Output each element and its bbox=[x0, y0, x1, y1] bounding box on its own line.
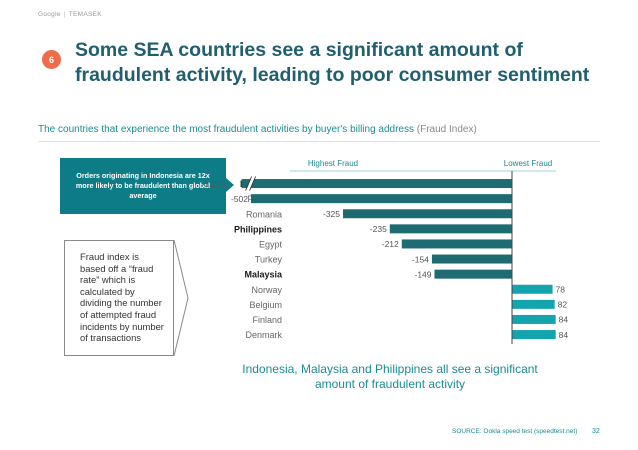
bar-belgium bbox=[512, 299, 555, 309]
chart-subtitle: The countries that experience the most f… bbox=[38, 124, 477, 135]
bar-romania bbox=[343, 209, 512, 219]
axis-break-gap bbox=[246, 175, 255, 192]
value-label: -149 bbox=[415, 269, 432, 279]
header-lowest-fraud: Lowest Fraud bbox=[504, 159, 552, 168]
value-label: 84 bbox=[559, 330, 569, 340]
note-arrow bbox=[174, 240, 189, 356]
fraud-index-note: Fraud index is based off a “fraud rate” … bbox=[64, 240, 174, 356]
bar-turkey bbox=[431, 254, 512, 264]
chart-subtitle-note: (Fraud Index) bbox=[416, 124, 477, 135]
axis-break-line bbox=[249, 176, 256, 191]
bar-finland bbox=[512, 314, 556, 324]
axis-break-line bbox=[245, 176, 252, 191]
value-label: -212 bbox=[382, 239, 399, 249]
category-label: Norway bbox=[251, 285, 282, 295]
bar-indonesia bbox=[241, 179, 512, 189]
subtitle-divider bbox=[38, 141, 600, 142]
brand-google: Google bbox=[38, 11, 61, 18]
value-label: 78 bbox=[556, 284, 566, 294]
bar-pakistan bbox=[250, 194, 512, 204]
bar-malaysia bbox=[434, 269, 512, 279]
header-highest-fraud: Highest Fraud bbox=[308, 159, 358, 168]
bar-norway bbox=[512, 284, 553, 294]
category-label: Romania bbox=[246, 209, 282, 219]
brand-temasek: TEMASEK bbox=[68, 11, 102, 18]
category-label: Belgium bbox=[249, 300, 282, 310]
value-label: -1,276 bbox=[201, 179, 225, 189]
bar-philippines bbox=[389, 224, 512, 234]
value-label: -325 bbox=[323, 209, 340, 219]
bar-denmark bbox=[512, 330, 556, 340]
category-label: Philippines bbox=[234, 224, 282, 234]
slide-title: Some SEA countries see a significant amo… bbox=[75, 39, 590, 86]
value-label: -235 bbox=[370, 224, 387, 234]
chart-subtitle-main: The countries that experience the most f… bbox=[38, 124, 414, 135]
category-label: Denmark bbox=[245, 330, 282, 340]
value-label: 82 bbox=[558, 300, 568, 310]
value-label: -154 bbox=[412, 254, 429, 264]
source-note: SOURCE: Ookla speed test (speedtest.net) bbox=[452, 428, 578, 435]
bar-egypt bbox=[401, 239, 512, 249]
brand-separator: | bbox=[63, 11, 66, 18]
slide-number-badge: 6 bbox=[42, 50, 61, 69]
callout-arrow bbox=[226, 178, 234, 192]
category-label: Turkey bbox=[255, 255, 283, 265]
brand-logo: Google | TEMASEK bbox=[38, 11, 102, 18]
category-label: Egypt bbox=[259, 239, 283, 249]
category-label: Malaysia bbox=[244, 270, 283, 280]
category-label: Finland bbox=[252, 315, 282, 325]
value-label: -502 bbox=[231, 194, 248, 204]
chart-conclusion: Indonesia, Malaysia and Philippines all … bbox=[242, 362, 538, 391]
indonesia-callout: Orders originating in Indonesia are 12x … bbox=[60, 158, 226, 214]
value-label: 84 bbox=[559, 315, 569, 325]
page-number: 32 bbox=[592, 428, 600, 435]
